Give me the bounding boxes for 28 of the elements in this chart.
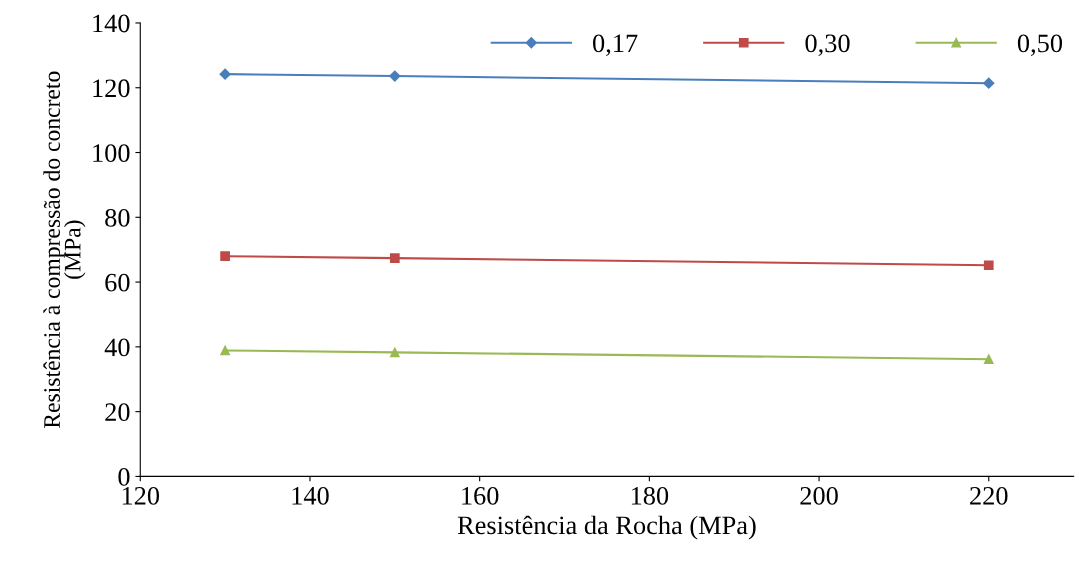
x-tick-label: 160 <box>462 486 499 505</box>
point <box>220 345 230 356</box>
x-tick-label: 220 <box>970 486 1008 505</box>
point <box>220 251 230 262</box>
point <box>983 77 995 89</box>
x-tick-label: 140 <box>292 486 329 505</box>
y-tick-label: 60 <box>105 273 130 292</box>
x-tick-label: 180 <box>631 486 669 505</box>
x-tick-label: 120 <box>122 486 160 505</box>
x-axis-title: Resistência da Rocha (MPa) <box>457 515 756 540</box>
y-axis-title: Resistência à compressão do concreto (MPa) <box>43 71 86 429</box>
point <box>983 260 994 271</box>
y-tick-label: 20 <box>105 403 130 422</box>
legend-label: 0,30 <box>805 34 850 57</box>
point <box>389 253 400 263</box>
y-tick-label: 40 <box>104 338 130 357</box>
x-tick-label: 200 <box>800 486 838 505</box>
y-tick-label: 140 <box>93 14 130 33</box>
y-tick-label: 0 <box>118 468 130 486</box>
legend-label: 0,50 <box>1017 34 1063 57</box>
point <box>389 347 400 358</box>
y-tick-label: 80 <box>105 208 130 227</box>
point <box>983 354 994 365</box>
point <box>389 70 401 82</box>
y-tick-label: 100 <box>93 144 130 162</box>
y-tick-label: 120 <box>93 79 130 98</box>
point <box>219 68 231 80</box>
legend-label: 0,17 <box>593 34 638 57</box>
